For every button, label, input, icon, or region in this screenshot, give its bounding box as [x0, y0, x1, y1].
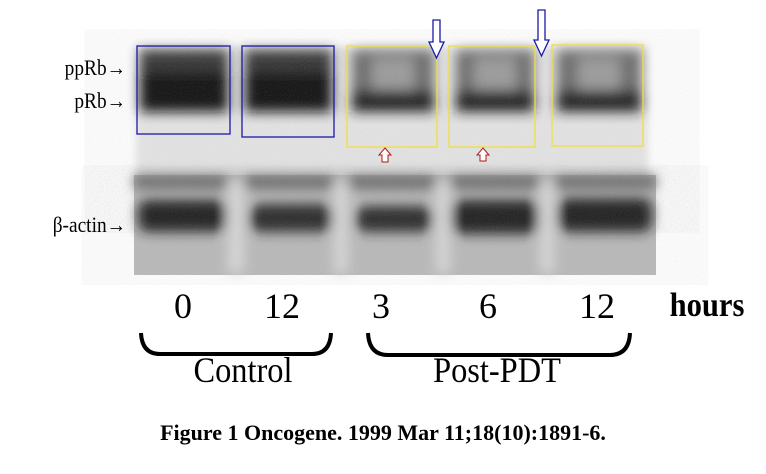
- units-label: hours: [670, 286, 745, 324]
- pprb-label: ppRb→: [65, 57, 126, 80]
- down-arrow-icon: [532, 9, 551, 58]
- prb-label: pRb→: [74, 90, 126, 113]
- post-pdt-bracket: [366, 332, 632, 357]
- lane-box-control-0: [136, 45, 231, 135]
- lane-box-pdt-12: [551, 44, 644, 147]
- lane-time-label: 12: [264, 286, 300, 326]
- post-pdt-group-label: Post-PDT: [433, 350, 561, 390]
- up-arrow-icon: [475, 147, 491, 162]
- up-arrow-icon: [377, 147, 393, 163]
- down-arrow-icon: [427, 19, 446, 60]
- lane-time-label: 3: [372, 286, 390, 326]
- lane-box-control-12: [241, 45, 335, 138]
- lane-box-pdt-3: [346, 45, 438, 148]
- lane-boxes: [136, 44, 644, 148]
- actin-label: β-actin→: [53, 214, 126, 237]
- lane-time-label: 0: [174, 286, 192, 326]
- figure-caption: Figure 1 Oncogene. 1999 Mar 11;18(10):18…: [160, 420, 606, 445]
- actin-blot: [134, 175, 656, 275]
- lane-time-label: 6: [479, 286, 497, 326]
- control-group-label: Control: [194, 350, 293, 390]
- lane-time-label: 12: [579, 286, 615, 326]
- lane-box-pdt-6: [448, 45, 536, 148]
- control-bracket: [139, 332, 333, 356]
